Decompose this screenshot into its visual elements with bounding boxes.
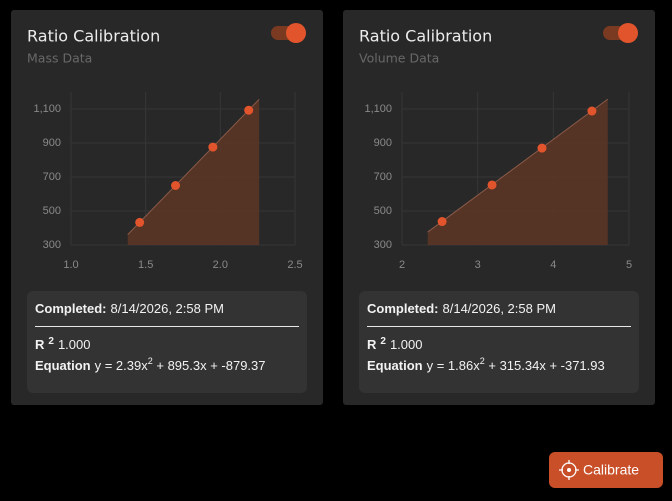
completed-value: 8/14/2026, 2:58 PM: [443, 301, 556, 316]
y-tick-label: 900: [43, 137, 61, 149]
y-tick-label: 1,100: [33, 103, 61, 115]
info-box: [359, 291, 639, 393]
r2-label: R: [367, 337, 377, 352]
equation-part: + 895.3x + -879.37: [153, 358, 266, 373]
x-tick-label: 2: [399, 259, 405, 271]
equation-part: 2: [480, 356, 485, 366]
y-tick-label: 1,100: [364, 103, 392, 115]
x-tick-label: 2.5: [287, 259, 302, 271]
button-bg[interactable]: [549, 452, 663, 488]
calibrate-button[interactable]: Calibrate: [549, 452, 663, 488]
equation-label: Equation: [35, 358, 91, 373]
data-point: [537, 143, 547, 153]
fit-area: [427, 99, 608, 245]
y-tick-label: 300: [374, 239, 392, 251]
r2-value: 1.000: [390, 337, 423, 352]
fit-area: [127, 99, 260, 245]
equation-part: + 315.34x + -371.93: [485, 358, 605, 373]
button-label[interactable]: Calibrate: [583, 462, 639, 478]
info-box: [27, 291, 307, 393]
r2-sup: 2: [380, 336, 386, 347]
r2-label: R: [35, 337, 45, 352]
x-tick-label: 1.5: [138, 259, 153, 271]
y-tick-label: 500: [43, 205, 61, 217]
equation-part: y = 2.39x: [95, 358, 149, 373]
equation-line: Equation y = 1.86x2 + 315.34x + -371.93: [367, 356, 605, 373]
data-point: [587, 106, 597, 116]
card-subtitle: Volume Data: [359, 51, 439, 66]
data-point: [171, 181, 181, 190]
completed-label: Completed:: [367, 301, 439, 316]
x-tick-label: 2.0: [213, 259, 228, 271]
x-tick-label: 3: [475, 259, 481, 271]
equation-label: Equation: [367, 358, 423, 373]
completed-line: Completed: 8/14/2026, 2:58 PM: [35, 301, 224, 316]
data-point: [208, 142, 218, 152]
button-icon-dot: [567, 468, 571, 472]
data-point: [135, 217, 145, 227]
x-tick-label: 1.0: [63, 259, 78, 271]
r2-sup: 2: [48, 336, 54, 347]
r2-line: R 2 1.000: [35, 336, 91, 353]
fit-line: [427, 98, 609, 233]
button-icon-cross: [559, 460, 579, 480]
y-tick-label: 700: [374, 171, 392, 183]
toggle-knob[interactable]: [618, 23, 638, 43]
card-title: Ratio Calibration: [359, 27, 492, 46]
data-point: [487, 180, 497, 190]
y-tick-label: 500: [374, 205, 392, 217]
y-tick-label: 300: [43, 239, 61, 251]
completed-line: Completed: 8/14/2026, 2:58 PM: [367, 301, 556, 316]
equation-line: Equation y = 2.39x2 + 895.3x + -879.37: [35, 356, 266, 373]
completed-value: 8/14/2026, 2:58 PM: [111, 301, 224, 316]
x-tick-label: 5: [626, 259, 632, 271]
toggle-knob[interactable]: [286, 23, 306, 43]
r2-line: R 2 1.000: [367, 336, 423, 353]
completed-label: Completed:: [35, 301, 107, 316]
r2-value: 1.000: [58, 337, 91, 352]
y-tick-label: 900: [374, 137, 392, 149]
y-tick-label: 700: [43, 171, 61, 183]
data-point: [244, 105, 254, 115]
equation-part: y = 1.86x: [427, 358, 481, 373]
x-tick-label: 4: [550, 259, 556, 271]
equation-part: 2: [148, 356, 153, 366]
data-point: [437, 217, 447, 227]
card-title: Ratio Calibration: [27, 27, 160, 46]
card-subtitle: Mass Data: [27, 51, 92, 66]
fit-line: [127, 98, 260, 235]
